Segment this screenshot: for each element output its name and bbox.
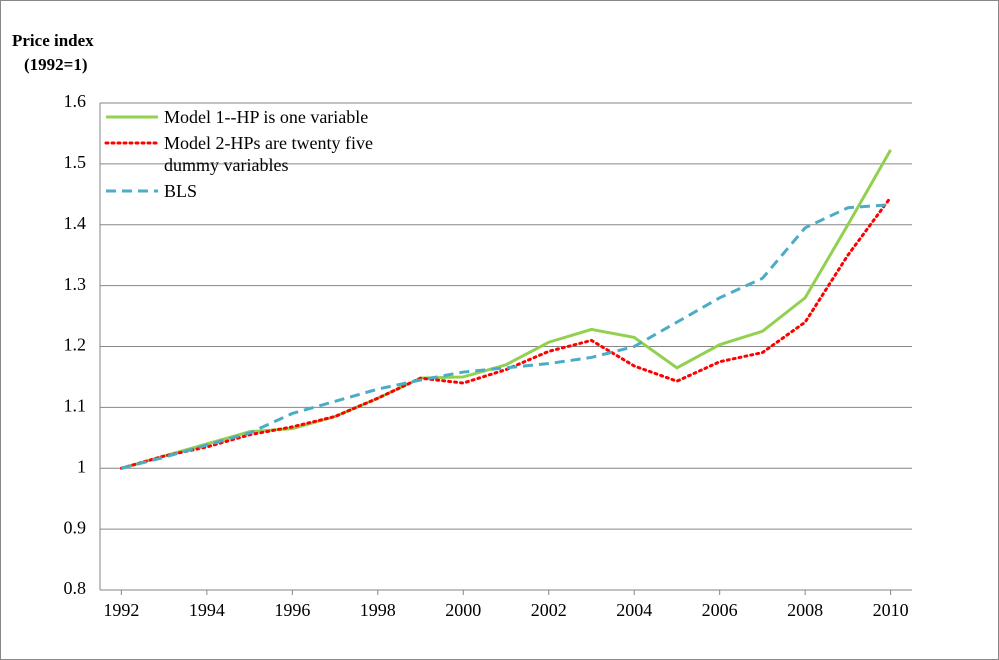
y-axis-title: Price index [12,31,94,50]
x-tick-label: 2010 [873,600,909,620]
y-tick-label: 1.1 [64,396,87,416]
x-tick-label: 2006 [702,600,738,620]
legend-label: Model 2-HPs are twenty five dummy variab… [164,133,373,175]
legend-swatch [104,141,160,145]
legend: Model 1--HP is one variable Model 2-HPs a… [102,106,374,206]
y-tick-label: 1.6 [64,91,87,111]
legend-swatch [106,189,158,193]
legend-item: BLS [102,180,374,202]
y-axis-title: (1992=1) [24,55,88,74]
x-tick-label: 1996 [274,600,310,620]
x-tick-label: 2002 [531,600,567,620]
legend-item: Model 1--HP is one variable [102,106,374,128]
series-line [119,195,893,470]
y-tick-label: 0.9 [64,517,87,537]
x-tick-label: 1998 [360,600,396,620]
x-tick-label: 2000 [445,600,481,620]
x-tick-label: 2004 [616,600,652,620]
y-tick-label: 0.8 [64,578,87,598]
legend-label: Model 1--HP is one variable [164,107,369,127]
y-tick-label: 1.4 [64,213,87,233]
legend-label: BLS [164,181,198,201]
x-tick-label: 1994 [189,600,225,620]
legend-item: Model 2-HPs are twenty five dummy variab… [102,132,374,176]
x-tick-label: 2008 [787,600,823,620]
x-tick-label: 1992 [103,600,139,620]
y-tick-label: 1.5 [64,152,87,172]
legend-swatch [106,115,158,119]
y-tick-label: 1.3 [64,274,87,294]
y-tick-label: 1.2 [64,335,87,355]
series-line [120,203,891,470]
y-tick-label: 1 [77,456,86,476]
